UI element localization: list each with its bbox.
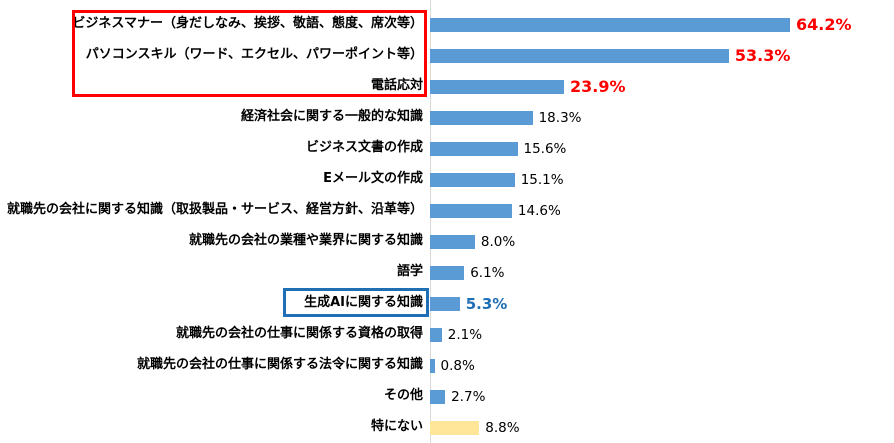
data-bar bbox=[430, 265, 465, 280]
value-label: 14.6% bbox=[517, 202, 561, 219]
chart-row: 就職先の会社の業種や業界に関する知識 8.0% bbox=[0, 226, 894, 257]
plot-area: 23.9% bbox=[430, 71, 894, 102]
category-label: 就職先の会社に関する知識（取扱製品・サービス、経営方針、沿革等） bbox=[6, 202, 423, 218]
category-label: パソコンスキル（ワード、エクセル、パワーポイント等） bbox=[85, 47, 423, 63]
data-bar bbox=[430, 389, 446, 404]
data-bar bbox=[430, 296, 460, 311]
value-label: 5.3% bbox=[465, 294, 508, 313]
data-bar bbox=[430, 172, 515, 187]
chart-row: ビジネス文書の作成 15.6% bbox=[0, 133, 894, 164]
value-label: 15.6% bbox=[523, 140, 567, 157]
category-label: ビジネス文書の作成 bbox=[305, 140, 423, 156]
chart-row: Eメール文の作成 15.1% bbox=[0, 164, 894, 195]
data-bar bbox=[430, 203, 512, 218]
chart-row: その他 2.7% bbox=[0, 381, 894, 412]
category-label: 就職先の会社の仕事に関係する資格の取得 bbox=[175, 326, 423, 342]
value-label: 23.9% bbox=[570, 77, 626, 96]
category-label: 電話応対 bbox=[370, 78, 423, 94]
plot-area: 14.6% bbox=[430, 195, 894, 226]
value-label: 8.8% bbox=[485, 419, 520, 436]
plot-area: 0.8% bbox=[430, 350, 894, 381]
data-bar bbox=[430, 358, 435, 373]
category-axis-line bbox=[430, 0, 431, 443]
plot-area: 15.6% bbox=[430, 133, 894, 164]
chart-row: 就職先の会社に関する知識（取扱製品・サービス、経営方針、沿革等） 14.6% bbox=[0, 195, 894, 226]
data-bar bbox=[430, 234, 475, 249]
plot-area: 6.1% bbox=[430, 257, 894, 288]
plot-area: 8.0% bbox=[430, 226, 894, 257]
data-bar bbox=[430, 48, 729, 63]
category-label: 生成AIに関する知識 bbox=[304, 295, 423, 311]
chart-row: 生成AIに関する知識 5.3% bbox=[0, 288, 894, 319]
chart-row: ビジネスマナー（身だしなみ、挨拶、敬語、態度、席次等） 64.2% bbox=[0, 9, 894, 40]
chart-row: 電話応対 23.9% bbox=[0, 71, 894, 102]
value-label: 64.2% bbox=[796, 15, 852, 34]
value-label: 15.1% bbox=[520, 171, 564, 188]
plot-area: 64.2% bbox=[430, 9, 894, 40]
category-label: その他 bbox=[383, 388, 423, 404]
data-bar bbox=[430, 327, 442, 342]
chart-rows: ビジネスマナー（身だしなみ、挨拶、敬語、態度、席次等） 64.2% パソコンスキル（… bbox=[0, 9, 894, 443]
value-label: 0.8% bbox=[440, 357, 475, 374]
value-label: 2.1% bbox=[447, 326, 483, 343]
data-bar bbox=[430, 141, 518, 156]
plot-area: 2.7% bbox=[430, 381, 894, 412]
value-label: 2.7% bbox=[451, 388, 486, 405]
plot-area: 8.8% bbox=[430, 412, 894, 443]
plot-area: 2.1% bbox=[430, 319, 894, 350]
value-label: 6.1% bbox=[470, 264, 505, 281]
category-label: ビジネスマナー（身だしなみ、挨拶、敬語、態度、席次等） bbox=[72, 16, 423, 32]
plot-area: 18.3% bbox=[430, 102, 894, 133]
category-label: Eメール文の作成 bbox=[323, 171, 423, 187]
category-label: 経済社会に関する一般的な知識 bbox=[240, 109, 423, 125]
data-bar bbox=[430, 420, 480, 435]
plot-area: 53.3% bbox=[430, 40, 894, 71]
value-label: 53.3% bbox=[734, 46, 791, 65]
data-bar bbox=[430, 17, 790, 32]
value-label: 8.0% bbox=[480, 233, 516, 250]
category-label: 語学 bbox=[396, 264, 423, 280]
data-bar bbox=[430, 110, 533, 125]
chart-row: 特にない 8.8% bbox=[0, 412, 894, 443]
data-bar bbox=[430, 79, 564, 94]
category-label: 就職先の会社の仕事に関係する法令に関する知識 bbox=[136, 357, 423, 373]
value-label: 18.3% bbox=[538, 109, 582, 126]
category-label: 特にない bbox=[370, 419, 423, 435]
chart-row: 経済社会に関する一般的な知識 18.3% bbox=[0, 102, 894, 133]
plot-area: 15.1% bbox=[430, 164, 894, 195]
plot-area: 5.3% bbox=[430, 288, 894, 319]
chart-row: 就職先の会社の仕事に関係する法令に関する知識 0.8% bbox=[0, 350, 894, 381]
chart-row: 就職先の会社の仕事に関係する資格の取得 2.1% bbox=[0, 319, 894, 350]
chart-row: パソコンスキル（ワード、エクセル、パワーポイント等） 53.3% bbox=[0, 40, 894, 71]
category-label: 就職先の会社の業種や業界に関する知識 bbox=[188, 233, 423, 249]
chart-row: 語学 6.1% bbox=[0, 257, 894, 288]
